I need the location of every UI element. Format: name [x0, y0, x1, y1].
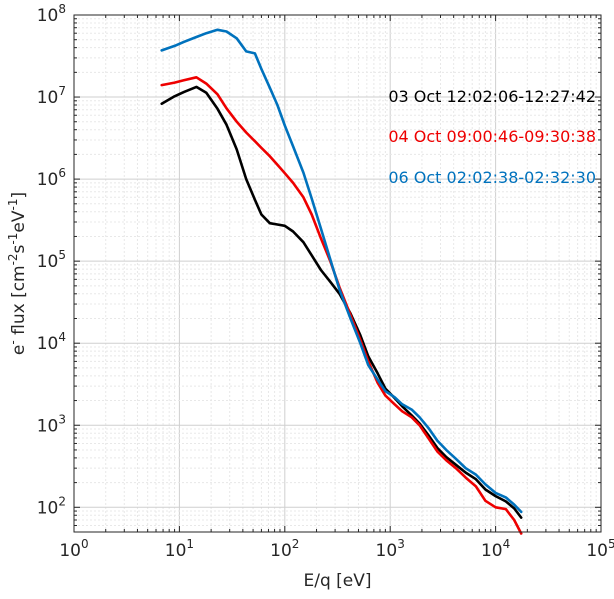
x-tick-label-base: 10	[270, 541, 292, 561]
y-tick-label-exp: 8	[58, 2, 66, 16]
y-tick-label: 106	[37, 166, 66, 190]
y-axis-title-sup3: -1	[6, 233, 20, 245]
x-tick-label: 103	[376, 537, 405, 561]
y-axis-title: e- flux [cm-2s-1eV-1]	[6, 192, 29, 355]
y-tick-label-exp: 7	[58, 84, 66, 98]
legend-entry-1: 03 Oct 12:02:06-12:27:42	[388, 87, 596, 106]
x-tick-label-exp: 4	[503, 537, 511, 551]
y-tick-label-exp: 3	[58, 412, 66, 426]
legend: 03 Oct 12:02:06-12:27:42 04 Oct 09:00:46-…	[388, 87, 596, 187]
y-tick-label-base: 10	[37, 416, 59, 436]
y-tick-label: 107	[37, 84, 66, 108]
y-tick-label: 108	[37, 2, 66, 26]
y-axis-title-sup2: -2	[6, 253, 20, 265]
x-tick-label: 102	[270, 537, 299, 561]
y-axis-title-e: e	[9, 345, 29, 355]
x-tick-label: 104	[481, 537, 510, 561]
x-tick-label-exp: 1	[186, 537, 194, 551]
x-tick-label-exp: 5	[608, 537, 614, 551]
x-tick-label-base: 10	[481, 541, 503, 561]
y-tick-label-base: 10	[37, 334, 59, 354]
x-axis-title: E/q [eV]	[303, 571, 371, 591]
x-tick-label-exp: 3	[397, 537, 405, 551]
y-tick-label: 104	[37, 330, 66, 354]
x-tick-label: 100	[59, 537, 88, 561]
legend-entry-2: 04 Oct 09:00:46-09:30:38	[388, 127, 596, 146]
x-tick-label-base: 10	[586, 541, 608, 561]
y-axis-title-flux: flux [cm	[9, 265, 29, 340]
series-lines	[160, 28, 523, 535]
y-axis-title-sup4: -1	[6, 199, 20, 211]
plot-area	[73, 14, 602, 535]
x-tick-label: 101	[165, 537, 194, 561]
y-tick-label: 103	[37, 412, 66, 436]
x-tick-label: 105	[586, 537, 614, 561]
y-axis-title-ev: eV	[9, 210, 29, 232]
plot-background	[74, 15, 601, 532]
y-axis-title-s: s	[9, 244, 29, 253]
y-tick-label-base: 10	[37, 88, 59, 108]
y-tick-label-base: 10	[37, 6, 59, 26]
axis-ticks	[73, 14, 601, 533]
x-tick-label-exp: 2	[292, 537, 300, 551]
y-tick-label-exp: 2	[58, 494, 66, 508]
x-tick-labels: 100 101 102 103 104 105	[59, 537, 614, 561]
y-tick-label-exp: 6	[58, 166, 66, 180]
series-line-3	[160, 28, 523, 514]
legend-entry-3: 06 Oct 02:02:38-02:32:30	[388, 168, 596, 187]
y-tick-label-base: 10	[37, 252, 59, 272]
y-tick-label-exp: 5	[58, 248, 66, 262]
y-tick-label-exp: 4	[58, 330, 66, 344]
x-tick-label-base: 10	[59, 541, 81, 561]
y-tick-label-base: 10	[37, 498, 59, 518]
y-tick-label-base: 10	[37, 170, 59, 190]
y-axis-title-close: ]	[9, 192, 29, 199]
y-tick-label: 105	[37, 248, 66, 272]
x-tick-label-base: 10	[376, 541, 398, 561]
y-tick-label: 102	[37, 494, 66, 518]
x-tick-label-base: 10	[165, 541, 187, 561]
y-axis-title-sup1: -	[6, 340, 20, 344]
x-tick-label-exp: 0	[81, 537, 89, 551]
